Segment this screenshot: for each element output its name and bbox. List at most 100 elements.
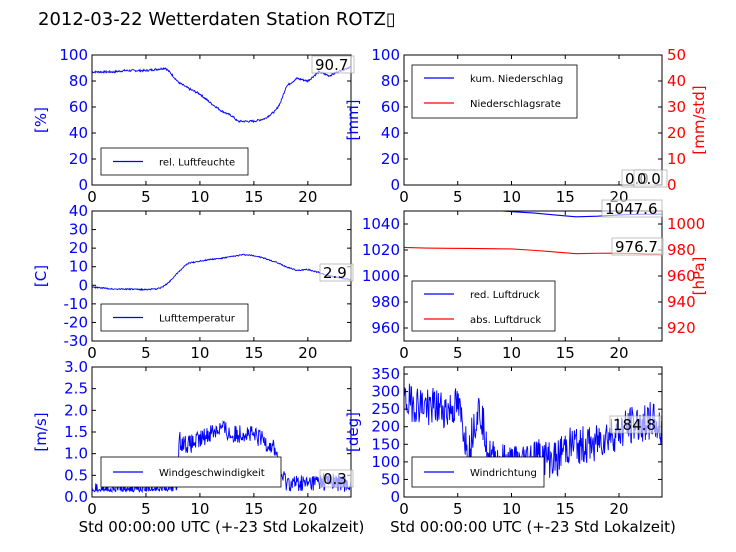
y-tick-label: 3.0 — [64, 358, 88, 376]
chart-humidity: 0 5 10 15 20 0 20 40 60 80 100 [%] rel. Luftfeuchte 9… — [32, 46, 355, 206]
x-tick-label: 0 — [87, 500, 97, 518]
legend: Lufttemperatur — [100, 303, 249, 332]
annotation-text: 2.9 — [323, 264, 347, 282]
annotation-box — [609, 415, 662, 434]
y-tick-label: 50 — [381, 470, 400, 488]
annotation-text: 184.8 — [613, 416, 656, 434]
value-annotation: 0.3 — [319, 469, 354, 488]
annotation-box — [311, 55, 355, 74]
plot-frame — [403, 54, 663, 186]
y-tick-label: 200 — [371, 418, 400, 436]
y-right-tick-label: 940 — [667, 293, 696, 311]
y-tick-label: 2.5 — [64, 380, 88, 398]
x-tick-label: 15 — [244, 188, 263, 206]
y-right-tick-label: 0 — [667, 176, 677, 194]
annotation-box — [319, 469, 354, 488]
annotation-box — [601, 199, 663, 218]
annotation-text: 0.3 — [323, 470, 347, 488]
y-tick-label: 250 — [371, 400, 400, 418]
y-tick-label: 60 — [381, 98, 400, 116]
annotation-text: 90.7 — [315, 56, 348, 74]
y-tick-label: 100 — [371, 453, 400, 471]
y-tick-label: 100 — [371, 46, 400, 64]
y-axis-label: [mm] — [344, 100, 362, 141]
y-right-tick-label: 980 — [667, 241, 696, 259]
annotation-text: 0.0 — [637, 170, 661, 188]
y-right-axis-label: [hPa] — [690, 257, 708, 296]
y-tick-label: 1040 — [362, 215, 400, 233]
y-axis-label: [m/s] — [32, 412, 50, 451]
series-line-0 — [92, 65, 351, 124]
x-tick-label: 10 — [502, 500, 521, 518]
legend-label: Windgeschwindigkeit — [159, 468, 265, 479]
y-tick-label: 1000 — [362, 267, 400, 285]
x-tick-label: 15 — [556, 344, 575, 362]
value-annotation: 2.9 — [319, 263, 354, 282]
series-line-0 — [92, 253, 351, 292]
legend-box — [411, 280, 556, 332]
annotation-box — [633, 169, 668, 188]
value-annotation: 1047.6 — [601, 199, 663, 218]
x-tick-label: 5 — [141, 188, 151, 206]
x-tick-label: 20 — [298, 500, 317, 518]
y-tick-label: 80 — [381, 72, 400, 90]
legend-label: Lufttemperatur — [159, 314, 236, 325]
legend-label: Windrichtung — [470, 468, 537, 479]
y-tick-label: 20 — [69, 150, 88, 168]
x-axis-label: Std 00:00:00 UTC (+-23 Std Lokalzeit) — [390, 518, 676, 536]
chart-pressure: 0 5 10 15 20 960 980 1000 1020 1040 920 940 960 980 10… — [362, 199, 708, 362]
y-tick-label: 350 — [371, 365, 400, 383]
legend-box — [411, 64, 578, 119]
y-tick-label: 20 — [381, 150, 400, 168]
x-axis-label: Std 00:00:00 UTC (+-23 Std Lokalzeit) — [79, 518, 365, 536]
y-right-tick-label: 10 — [667, 150, 686, 168]
y-tick-label: 80 — [69, 72, 88, 90]
x-tick-label: 0 — [87, 188, 97, 206]
x-tick-label: 15 — [556, 188, 575, 206]
value-annotation: 976.7 — [611, 237, 664, 256]
x-tick-label: 0 — [399, 188, 409, 206]
y-tick-label: 0 — [78, 276, 88, 294]
y-axis-label: [%] — [32, 107, 50, 133]
value-annotation: 184.8 — [609, 415, 662, 434]
plot-frame — [403, 366, 663, 498]
x-tick-label: 5 — [141, 500, 151, 518]
y-tick-label: -30 — [64, 332, 89, 350]
legend: kum. Niederschlag Niederschlagsrate — [411, 64, 578, 119]
y-tick-label: 1.0 — [64, 445, 88, 463]
x-tick-label: 10 — [190, 500, 209, 518]
value-annotation: 90.7 — [311, 55, 355, 74]
y-right-axis-label: [mm/std] — [690, 85, 708, 154]
x-tick-label: 20 — [298, 344, 317, 362]
y-tick-label: 2.0 — [64, 401, 88, 419]
legend-label: abs. Luftdruck — [470, 315, 541, 326]
legend: Windrichtung — [411, 456, 545, 488]
y-right-tick-label: 960 — [667, 267, 696, 285]
x-tick-label: 10 — [190, 344, 209, 362]
series-group — [92, 253, 351, 292]
y-tick-label: 960 — [371, 319, 400, 337]
annotation-box — [611, 237, 664, 256]
x-tick-label: 10 — [190, 188, 209, 206]
y-tick-label: 40 — [69, 124, 88, 142]
y-tick-label: 0 — [78, 176, 88, 194]
legend: Windgeschwindigkeit — [100, 456, 282, 488]
x-tick-label: 15 — [244, 344, 263, 362]
y-tick-label: 0.0 — [64, 488, 88, 506]
legend-label: kum. Niederschlag — [470, 74, 563, 85]
legend-label: red. Luftdruck — [470, 290, 540, 301]
y-right-tick-label: 50 — [667, 46, 686, 64]
y-tick-label: 150 — [371, 435, 400, 453]
y-tick-label: 10 — [69, 258, 88, 276]
y-tick-label: 40 — [69, 202, 88, 220]
legend-label: Niederschlagsrate — [470, 99, 561, 110]
y-tick-label: 0.5 — [64, 466, 88, 484]
y-tick-label: 0 — [390, 488, 400, 506]
y-tick-label: 300 — [371, 383, 400, 401]
y-tick-label: 40 — [381, 124, 400, 142]
series-group — [92, 65, 351, 124]
legend: rel. Luftfeuchte — [100, 147, 249, 176]
y-right-tick-label: 30 — [667, 98, 686, 116]
